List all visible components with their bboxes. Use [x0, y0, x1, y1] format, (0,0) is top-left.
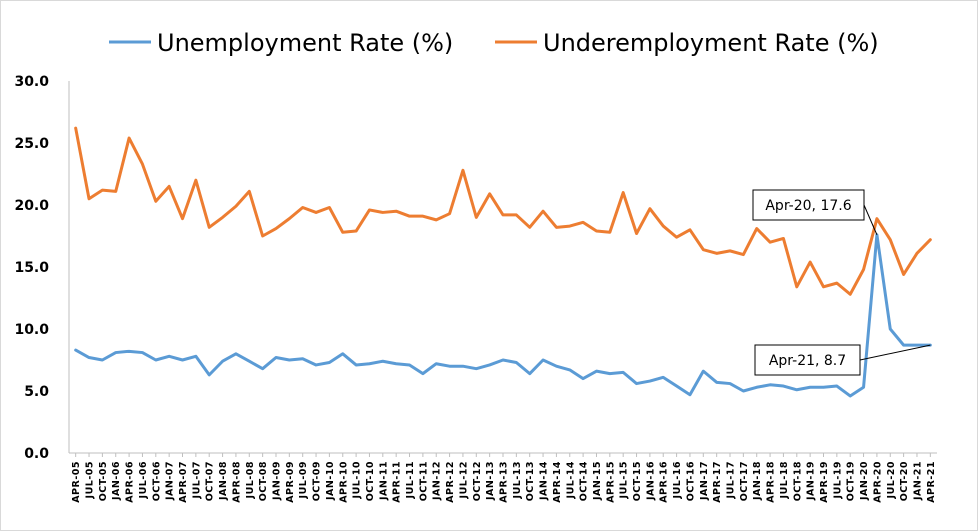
x-tick-label: OCT-13: [525, 461, 536, 501]
y-tick-label: 30.0: [14, 74, 49, 90]
x-tick-label: JAN-19: [806, 461, 817, 501]
x-tick-label: APR-10: [338, 461, 349, 503]
y-axis: 0.0 5.0 10.0 15.0 20.0 25.0 30.0: [14, 74, 70, 462]
x-tick-label: JAN-08: [218, 461, 229, 501]
x-tick-label: APR-19: [819, 461, 830, 503]
x-tick-label: JUL-20: [886, 461, 897, 499]
y-tick-label: 5.0: [24, 384, 49, 400]
x-tick-label: APR-08: [231, 461, 242, 503]
x-tick-label: OCT-16: [685, 461, 696, 501]
legend-label: Underemployment Rate (%): [543, 29, 879, 57]
series-layer: [74, 126, 932, 398]
x-tick-label: OCT-18: [792, 461, 803, 501]
x-tick-label: OCT-17: [739, 461, 750, 501]
x-tick-label: APR-07: [178, 461, 189, 503]
x-tick-label: JAN-10: [325, 461, 336, 501]
x-tick-label: OCT-07: [205, 461, 216, 501]
x-tick-label: JAN-18: [752, 461, 763, 501]
x-tick-label: JAN-17: [699, 461, 710, 501]
x-tick-label: OCT-12: [472, 461, 483, 501]
annotation-box: [754, 344, 861, 376]
x-tick-label: APR-18: [766, 461, 777, 503]
x-tick-label: OCT-10: [365, 461, 376, 501]
annotations: Apr-20, 17.6 Apr-21, 8.7: [752, 189, 931, 376]
x-tick-label: OCT-08: [258, 461, 269, 501]
x-tick-label: JAN-16: [645, 461, 656, 501]
x-axis: APR-05 JUL-05 OCT-05 JAN-06 APR-06 JUL-06 OCT-…: [69, 452, 937, 503]
x-tick-label: JAN-09: [271, 461, 282, 501]
annotation-label: Apr-21, 8.7: [769, 353, 846, 369]
y-tick-label: 20.0: [14, 198, 49, 214]
x-tick-label: JUL-08: [245, 461, 256, 499]
annotation-leader: [859, 344, 931, 361]
legend: Unemployment Rate (%) Underemployment Rat…: [109, 29, 879, 57]
x-tick-label: JUL-17: [726, 461, 737, 499]
x-tick-label: APR-20: [872, 461, 883, 503]
series-line: [74, 233, 932, 398]
x-tick-label: JUL-06: [138, 461, 149, 499]
x-tick-label: APR-15: [605, 461, 616, 503]
x-tick-label: APR-06: [125, 461, 136, 503]
x-tick-label: APR-05: [71, 461, 82, 503]
x-tick-label: JAN-07: [165, 461, 176, 501]
annotation-leader: [863, 204, 878, 235]
x-tick-label: JUL-11: [405, 461, 416, 499]
x-tick-label: OCT-19: [846, 461, 857, 501]
x-tick-label: JUL-19: [832, 461, 843, 499]
x-tick-label: JUL-05: [85, 461, 96, 499]
x-tick-label: JUL-18: [779, 461, 790, 499]
x-tick-label: JUL-14: [565, 461, 576, 499]
x-tick-label: APR-16: [659, 461, 670, 503]
x-tick-label: JAN-20: [859, 461, 870, 501]
x-tick-label: OCT-11: [418, 461, 429, 501]
x-tick-label: JUL-16: [672, 461, 683, 499]
y-tick-label: 25.0: [14, 136, 49, 152]
x-tick-label: JAN-11: [378, 461, 389, 501]
x-tick-label: JUL-10: [352, 461, 363, 499]
x-tick-label: JAN-06: [111, 461, 122, 501]
annotation-box: [752, 189, 865, 221]
annotation-label: Apr-20, 17.6: [765, 198, 851, 214]
x-tick-label: APR-21: [926, 461, 937, 503]
x-tick-label: OCT-09: [312, 461, 323, 501]
y-tick-label: 15.0: [14, 260, 49, 276]
x-tick-label: JAN-21: [912, 461, 923, 501]
x-tick-label: OCT-05: [98, 461, 109, 501]
x-tick-label: JAN-14: [539, 461, 550, 501]
x-tick-label: JUL-07: [191, 461, 202, 499]
x-tick-label: JUL-13: [512, 461, 523, 499]
x-tick-label: JUL-12: [458, 461, 469, 499]
series-line: [74, 126, 932, 296]
x-tick-label: APR-11: [392, 461, 403, 503]
legend-label: Unemployment Rate (%): [157, 29, 453, 57]
x-tick-label: JUL-15: [619, 461, 630, 499]
x-tick-label: APR-12: [445, 461, 456, 503]
x-tick-label: JAN-12: [432, 461, 443, 501]
x-tick-label: OCT-20: [899, 461, 910, 501]
x-tick-label: APR-13: [499, 461, 510, 503]
x-tick-label: APR-14: [552, 461, 563, 503]
y-tick-label: 0.0: [24, 446, 49, 462]
x-tick-label: JAN-15: [592, 461, 603, 501]
x-tick-label: OCT-14: [579, 461, 590, 501]
x-tick-label: JAN-13: [485, 461, 496, 501]
x-tick-label: APR-09: [285, 461, 296, 503]
x-tick-label: JUL-09: [298, 461, 309, 499]
y-tick-label: 10.0: [14, 322, 49, 338]
x-tick-label: OCT-06: [151, 461, 162, 501]
x-tick-label: OCT-15: [632, 461, 643, 501]
x-tick-label: APR-17: [712, 461, 723, 503]
